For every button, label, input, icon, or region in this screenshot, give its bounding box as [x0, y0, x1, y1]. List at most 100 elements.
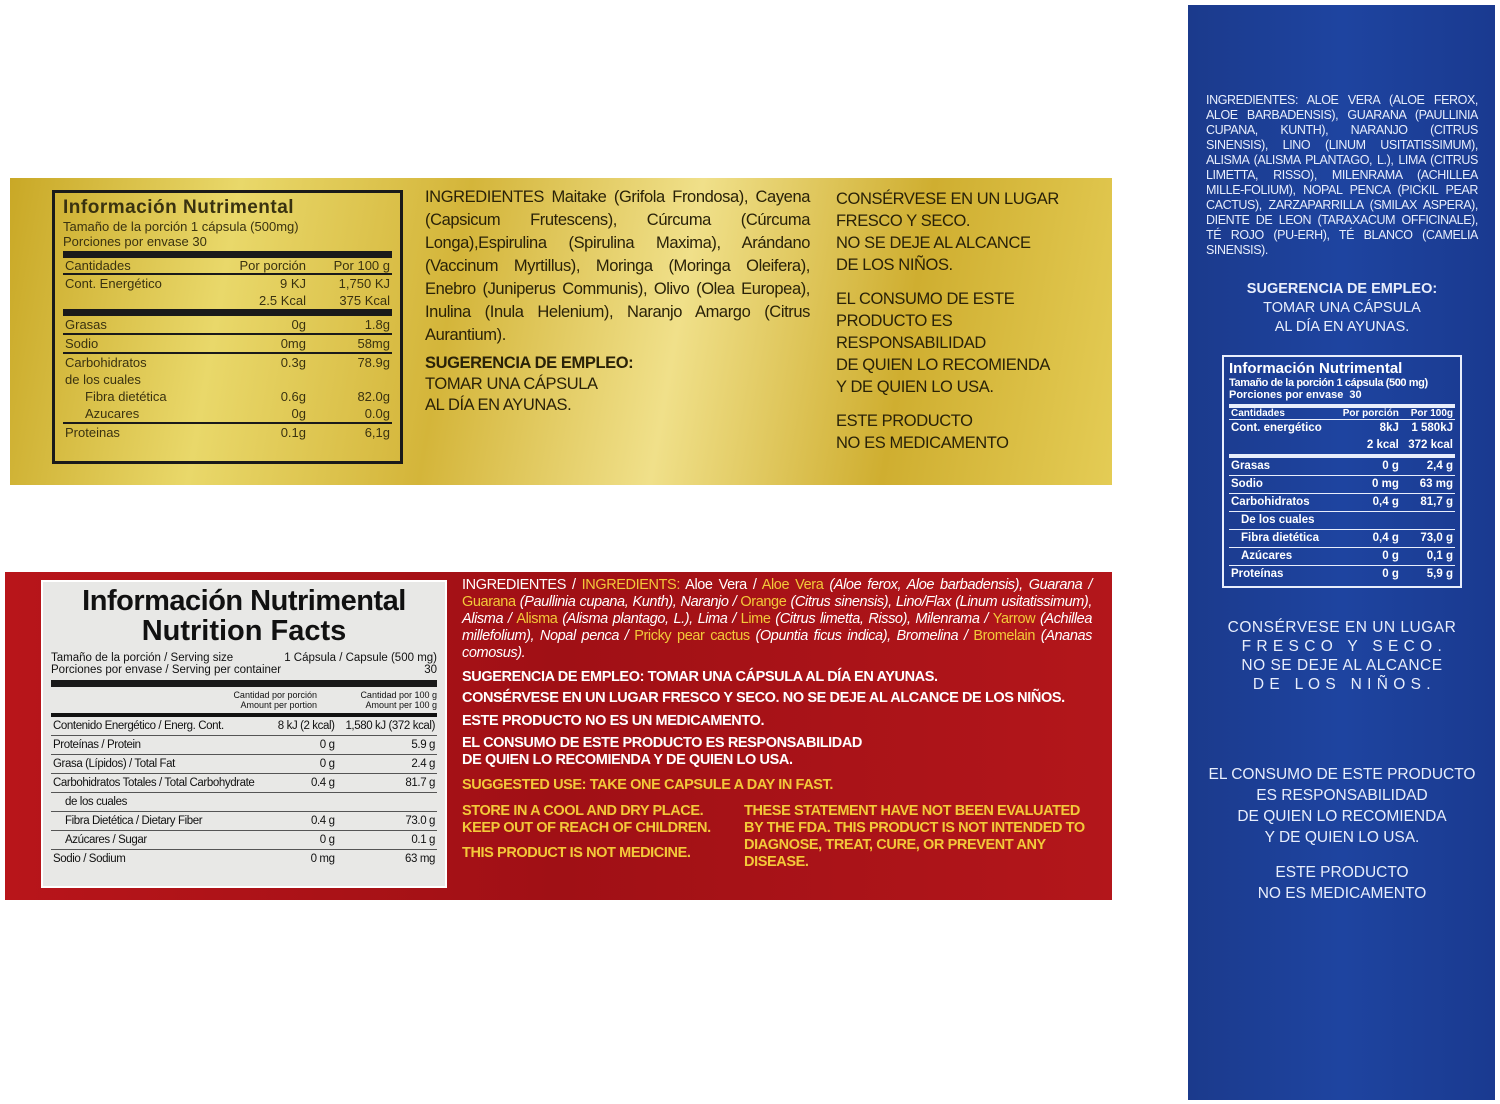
responsibility-line: DE QUIEN LO RECOMIENDA: [1237, 808, 1447, 825]
blue-label-panel: INGREDIENTES: ALOE VERA (ALOE FEROX, ALO…: [1188, 5, 1495, 1100]
table-row: Contenido Energético / Energ. Cont. 8 kJ …: [51, 717, 437, 736]
row-value: 0 g: [271, 830, 337, 850]
row-value: 1.8g: [308, 309, 392, 334]
table-row: Proteínas / Protein 0 g 5.9 g: [51, 735, 437, 755]
usage-line: TOMAR UNA CÁPSULA: [425, 375, 598, 393]
red-store-en: STORE IN A COOL AND DRY PLACE. KEEP OUT …: [462, 803, 734, 871]
row-value: 0.1 g: [336, 830, 437, 850]
nutrition-title: Información Nutrimental: [82, 585, 406, 617]
table-row: Cont. Energético 9 KJ 1,750 KJ: [63, 273, 392, 292]
row-value: 0,4 g: [1334, 529, 1401, 548]
row-label: Proteínas: [1229, 565, 1335, 583]
responsibility-line: EL CONSUMO DE ESTE PRODUCTO: [1208, 766, 1476, 783]
table-row: Grasas 0g 1.8g: [63, 309, 392, 334]
red-text-column: INGREDIENTES / INGREDIENTS: Aloe Vera / …: [462, 577, 1092, 871]
row-value: 2.5 Kcal: [259, 293, 306, 308]
row-value: [308, 371, 392, 388]
row-value: 58mg: [308, 333, 392, 353]
row-value: 0 g: [271, 754, 337, 774]
responsibility-line: DE QUIEN LO RECOMIENDA: [836, 356, 1050, 374]
row-label: Sodio / Sodium: [51, 849, 272, 868]
storage-line: F R E S C O Y S E C O .: [1241, 638, 1443, 655]
row-value: [1334, 511, 1401, 530]
row-value: 5.9 g: [336, 735, 437, 755]
column-headers: Cantidad por porción Amount per portion C…: [51, 687, 437, 713]
not-medicine-line: ESTE PRODUCTO: [1275, 864, 1409, 881]
ingredient-spanish: (Paullinia cupana, Kunth), Naranjo /: [515, 594, 741, 610]
row-value: 8 kJ (2 kcal): [277, 720, 335, 732]
row-label: Fibra dietética: [1229, 529, 1335, 548]
row-label: de los cuales: [65, 372, 141, 387]
table-row: 2 kcal 372 kcal: [1229, 437, 1455, 456]
row-value: 0,4 g: [1334, 493, 1401, 512]
row-value: 81.7 g: [336, 773, 437, 793]
table-row: De los cuales: [1229, 511, 1455, 530]
fda-disclaimer: THESE STATEMENT HAVE NOT BEEN EVALUATED …: [744, 803, 1092, 871]
row-value: [336, 792, 437, 812]
usage-line: AL DÍA EN AYUNAS.: [1274, 319, 1410, 335]
ingredient-english: Guarana: [462, 594, 516, 610]
row-label: Cont. energético: [1231, 422, 1322, 434]
row-value: 63 mg: [336, 849, 437, 868]
usage-line: AL DÍA EN AYUNAS.: [425, 396, 572, 414]
responsibility-line: RESPONSABILIDAD: [836, 334, 986, 352]
portions-label: Porciones por envase / Serving per conta…: [51, 664, 282, 676]
row-value: 1,580 kJ (372 kcal): [345, 720, 435, 732]
usage-line: TOMAR UNA CÁPSULA: [1263, 300, 1421, 316]
fda-line: BY THE FDA. THIS PRODUCT IS NOT INTENDED…: [744, 820, 1085, 836]
row-value: 78.9g: [308, 352, 392, 371]
table-row: Sodio / Sodium 0 mg 63 mg: [51, 849, 437, 868]
row-label: Sodio: [1229, 475, 1335, 494]
responsibility-line: EL CONSUMO DE ESTE PRODUCTO ES RESPONSAB…: [462, 735, 863, 751]
usage-text: SUGERENCIA DE EMPLEO: TOMAR UNA CÁPSULA …: [462, 669, 938, 685]
row-value: 0mg: [209, 333, 308, 353]
row-label: Azúcares / Sugar: [51, 830, 272, 850]
row-value: 0 mg: [1334, 475, 1401, 494]
row-value: 81,7 g: [1400, 493, 1455, 512]
nutrition-title: Información Nutrimental: [63, 197, 295, 218]
blue-ingredients: INGREDIENTES: ALOE VERA (ALOE FEROX, ALO…: [1206, 93, 1478, 257]
table-row: Azucares 0g 0.0g: [63, 405, 392, 423]
row-value: [1400, 511, 1455, 530]
table-row: Grasas 0 g 2,4 g: [1229, 454, 1455, 476]
row-label: Contenido Energético / Energ. Cont.: [53, 720, 224, 732]
row-label: Cont. Energético: [63, 273, 210, 292]
table-row: Carbohidratos 0.3g 78.9g: [63, 352, 392, 371]
row-value: 2 kcal: [1366, 439, 1399, 451]
suggested-use-text: SUGGESTED USE: TAKE ONE CAPSULE A DAY IN…: [462, 777, 834, 793]
row-value: 0.3g: [209, 352, 308, 371]
storage-line: CONSÉRVESE EN UN LUGAR: [836, 190, 1059, 208]
table-row: de los cuales: [51, 792, 437, 812]
row-label: Fibra Dietética / Dietary Fiber: [51, 811, 272, 831]
nutrition-subtitle: Nutrition Facts: [141, 615, 347, 647]
portions: Porciones por envase 30: [63, 234, 207, 249]
portions-value: 30: [424, 664, 437, 676]
header-row: Cantidades Por porción Por 100 g: [63, 251, 392, 275]
serving-value: 1 Cápsula / Capsule (500 mg): [284, 652, 437, 664]
row-label: de los cuales: [51, 792, 272, 812]
row-label: Grasas: [1229, 454, 1335, 476]
ingredients-text: INGREDIENTES Maitake (Grifola Frondosa),…: [425, 188, 810, 344]
blue-storage: CONSÉRVESE EN UN LUGAR F R E S C O Y S E…: [1202, 618, 1482, 694]
table-row: Proteínas 0 g 5,9 g: [1229, 565, 1455, 583]
red-info: SUGERENCIA DE EMPLEO: TOMAR UNA CÁPSULA …: [462, 669, 1092, 794]
table-row: Azúcares 0 g 0,1 g: [1229, 547, 1455, 566]
ingredient-spanish: (Aloe ferox, Aloe barbadensis), Guarana …: [823, 577, 1092, 593]
responsibility-line: PRODUCTO ES: [836, 312, 953, 330]
fda-line: DIAGNOSE, TREAT, CURE, OR PREVENT ANY: [744, 837, 1046, 853]
table-row: Carbohidratos Totales / Total Carbohydra…: [51, 773, 437, 793]
row-value: 2,4 g: [1400, 454, 1455, 476]
header-b: Amount per 100 g: [365, 700, 437, 710]
blue-content-column: INGREDIENTES: ALOE VERA (ALOE FEROX, ALO…: [1206, 93, 1478, 904]
storage-line: NO SE DEJE AL ALCANCE: [1241, 657, 1443, 674]
row-value: 0g: [209, 309, 308, 334]
nutrition-grid: Cantidades Por porción Por 100 g Cont. Ener…: [63, 251, 392, 441]
responsibility-line: Y DE QUIEN LO USA.: [836, 378, 994, 396]
ingredient-english: Lime: [740, 611, 771, 627]
header-a: Amount per portion: [240, 700, 317, 710]
row-value: 6,1g: [308, 422, 392, 441]
row-value: 0g: [291, 406, 306, 421]
row-value: 9 KJ: [209, 273, 308, 292]
row-value: 0.1g: [209, 422, 308, 441]
table-row: 2.5 Kcal 375 Kcal: [63, 292, 392, 313]
